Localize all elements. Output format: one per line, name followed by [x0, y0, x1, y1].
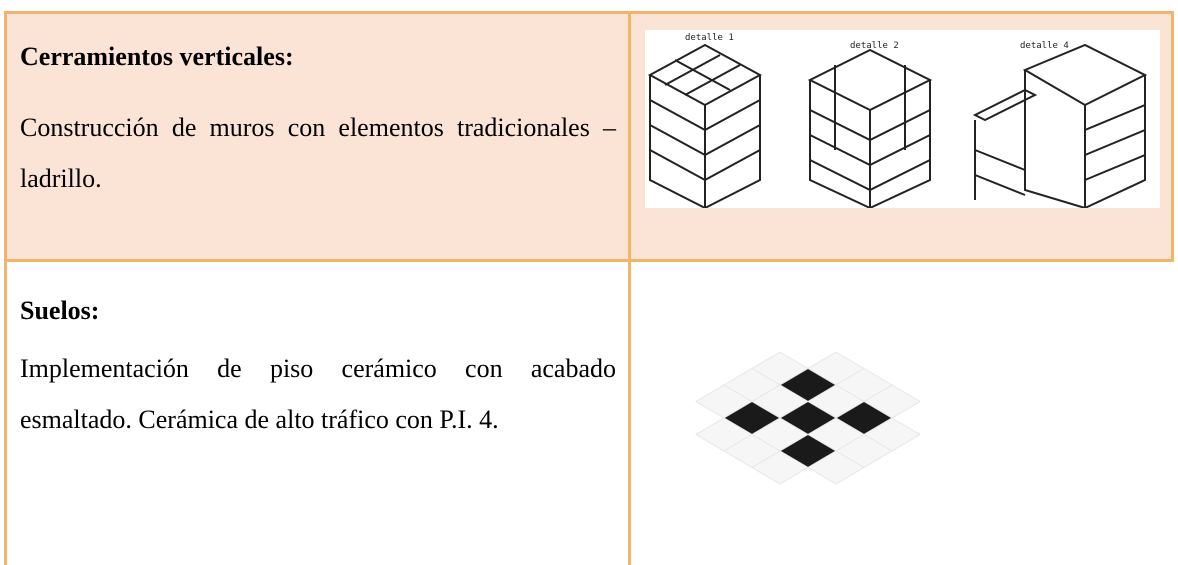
- tile: [807, 450, 865, 485]
- row-title: Cerramientos verticales:: [20, 42, 294, 71]
- table-row: [4, 262, 1174, 565]
- column-divider: [628, 11, 631, 565]
- image-label: detalle 1: [685, 33, 734, 43]
- tile: [751, 450, 809, 485]
- row-text: Implementación de piso cerámico con acab…: [20, 354, 616, 434]
- image-label: detalle 2: [850, 41, 899, 51]
- tile-image: [695, 351, 921, 485]
- image-label: detalle 4: [1020, 41, 1069, 51]
- brick-image: detalle 1 detalle 2 detalle 4: [645, 30, 1160, 208]
- row-title: Suelos:: [20, 296, 100, 325]
- row-text: Construcción de muros con elementos trad…: [20, 113, 616, 193]
